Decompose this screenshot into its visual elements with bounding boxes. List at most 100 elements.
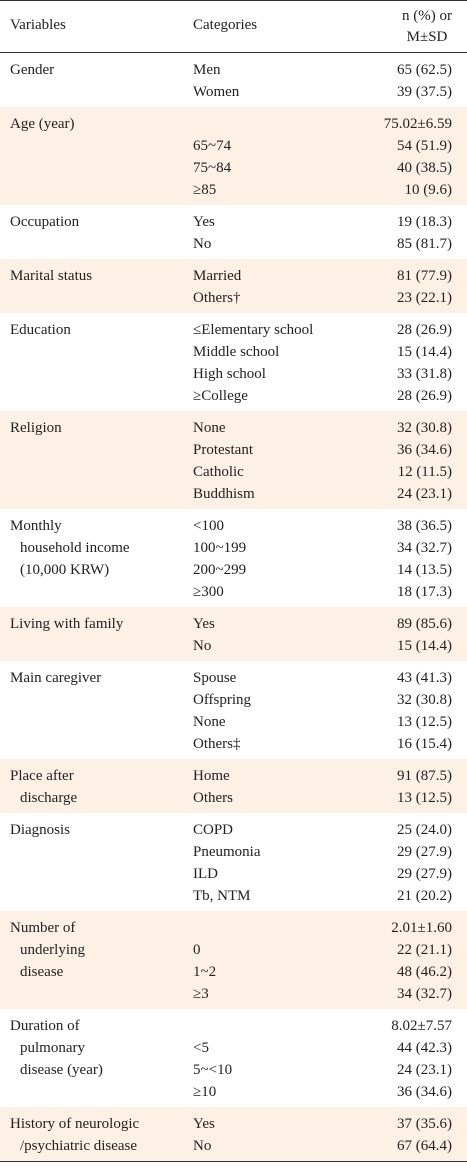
value-cell: 23 (22.1) — [397, 290, 452, 306]
table-row: Catholic 12 (11.5) — [0, 461, 467, 483]
value-cell: 15 (14.4) — [397, 638, 452, 654]
table-row: ≥300 18 (17.3) — [0, 581, 467, 603]
value-cell: 36 (34.6) — [397, 1084, 452, 1100]
variable-cell: Duration of — [10, 1018, 80, 1034]
table-row: /psychiatric disease No 67 (64.4) — [0, 1135, 467, 1157]
table-row: household income 100~199 34 (32.7) — [0, 537, 467, 559]
category-cell: ≤Elementary school — [193, 322, 314, 338]
value-cell: 40 (38.5) — [397, 160, 452, 176]
table-row: Others‡ 16 (15.4) — [0, 733, 467, 755]
table-row: Diagnosis COPD 25 (24.0) — [0, 819, 467, 841]
value-cell: 13 (12.5) — [397, 790, 452, 806]
value-cell: 15 (14.4) — [397, 344, 452, 360]
variable-cell: (10,000 KRW) — [20, 562, 110, 578]
category-cell: Pneumonia — [193, 844, 261, 860]
value-cell: 28 (26.9) — [397, 322, 452, 338]
header-cell: Variables — [10, 17, 66, 33]
table-row: Age (year) 75.02±6.59 — [0, 113, 467, 135]
table-row: Buddhism 24 (23.1) — [0, 483, 467, 505]
category-cell: <5 — [193, 1040, 209, 1056]
row-group: Age (year) 75.02±6.59 65~74 54 (51.9) 75~84 4… — [0, 107, 467, 205]
table-row: Education ≤Elementary school 28 (26.9) — [0, 319, 467, 341]
value-cell: 24 (23.1) — [397, 1062, 452, 1078]
row-group: Religion None 32 (30.8) Protestant 36 (34.6)… — [0, 411, 467, 509]
category-cell: Others† — [193, 290, 241, 306]
row-group: History of neurologic Yes 37 (35.6) /psychi… — [0, 1107, 467, 1161]
table-row: Marital status Married 81 (77.9) — [0, 265, 467, 287]
category-cell: Married — [193, 268, 242, 284]
category-cell: COPD — [193, 822, 234, 838]
table-row: ILD 29 (27.9) — [0, 863, 467, 885]
value-cell: 12 (11.5) — [397, 464, 452, 480]
value-cell: 18 (17.3) — [397, 584, 452, 600]
variable-cell: Living with family — [10, 616, 124, 632]
table-row: Religion None 32 (30.8) — [0, 417, 467, 439]
category-cell: Yes — [193, 616, 215, 632]
category-cell: High school — [193, 366, 266, 382]
category-cell: 65~74 — [193, 138, 232, 154]
variable-cell: Main caregiver — [10, 670, 102, 686]
value-cell: 75.02±6.59 — [383, 116, 452, 132]
table-row: None 13 (12.5) — [0, 711, 467, 733]
category-cell: <100 — [193, 518, 224, 534]
variable-cell: Diagnosis — [10, 822, 70, 838]
variable-cell: Education — [10, 322, 71, 338]
category-cell: Home — [193, 768, 230, 784]
value-cell: 65 (62.5) — [397, 62, 452, 78]
table-row: Living with family Yes 89 (85.6) — [0, 613, 467, 635]
category-cell: 0 — [193, 942, 201, 958]
category-cell: 75~84 — [193, 160, 232, 176]
table-row: underlying 0 22 (21.1) — [0, 939, 467, 961]
variable-cell: discharge — [20, 790, 78, 806]
header-cell: n (%) or M±SD — [402, 6, 452, 48]
variable-cell: Place after — [10, 768, 74, 784]
table-row: No 15 (14.4) — [0, 635, 467, 657]
variable-cell: household income — [20, 540, 130, 556]
variable-cell: Occupation — [10, 214, 80, 230]
value-cell: 91 (87.5) — [397, 768, 452, 784]
category-cell: No — [193, 1138, 212, 1154]
table-row: pulmonary <5 44 (42.3) — [0, 1037, 467, 1059]
value-cell: 29 (27.9) — [397, 844, 452, 860]
value-cell: 10 (9.6) — [404, 182, 453, 198]
variable-cell: disease — [20, 964, 64, 980]
row-group: Education ≤Elementary school 28 (26.9) Midd… — [0, 313, 467, 411]
category-cell: Tb, NTM — [193, 888, 251, 904]
value-cell: 38 (36.5) — [397, 518, 452, 534]
value-cell: 22 (21.1) — [397, 942, 452, 958]
table-row: Occupation Yes 19 (18.3) — [0, 211, 467, 233]
category-cell: Yes — [193, 1116, 215, 1132]
category-cell: 5~<10 — [193, 1062, 233, 1078]
value-cell: 24 (23.1) — [397, 486, 452, 502]
value-cell: 25 (24.0) — [397, 822, 452, 838]
value-cell: 32 (30.8) — [397, 692, 452, 708]
category-cell: Catholic — [193, 464, 244, 480]
category-cell: ≥College — [193, 388, 248, 404]
value-cell: 44 (42.3) — [397, 1040, 452, 1056]
category-cell: ≥3 — [193, 986, 209, 1002]
value-cell: 13 (12.5) — [397, 714, 452, 730]
category-cell: Buddhism — [193, 486, 255, 502]
category-cell: ≥85 — [193, 182, 217, 198]
category-cell: None — [193, 420, 226, 436]
table-row: No 85 (81.7) — [0, 233, 467, 255]
variable-cell: Age (year) — [10, 116, 75, 132]
row-group: Occupation Yes 19 (18.3) No 85 (81.7) — [0, 205, 467, 259]
value-cell: 39 (37.5) — [397, 84, 452, 100]
table-row: Protestant 36 (34.6) — [0, 439, 467, 461]
value-cell: 34 (32.7) — [397, 540, 452, 556]
row-group: Main caregiver Spouse 43 (41.3) Offspring 32… — [0, 661, 467, 759]
table-row: High school 33 (31.8) — [0, 363, 467, 385]
table-row: 75~84 40 (38.5) — [0, 157, 467, 179]
category-cell: 1~2 — [193, 964, 217, 980]
row-group: Living with family Yes 89 (85.6) No 15 (14.4… — [0, 607, 467, 661]
category-cell: 100~199 — [193, 540, 247, 556]
variable-cell: /psychiatric disease — [20, 1138, 138, 1154]
table-row: Middle school 15 (14.4) — [0, 341, 467, 363]
category-cell: 200~299 — [193, 562, 247, 578]
category-cell: ≥10 — [193, 1084, 217, 1100]
category-cell: ≥300 — [193, 584, 224, 600]
category-cell: Others — [193, 790, 233, 806]
table-body: Gender Men 65 (62.5) Women 39 (37.5) Age (yea… — [0, 53, 467, 1161]
